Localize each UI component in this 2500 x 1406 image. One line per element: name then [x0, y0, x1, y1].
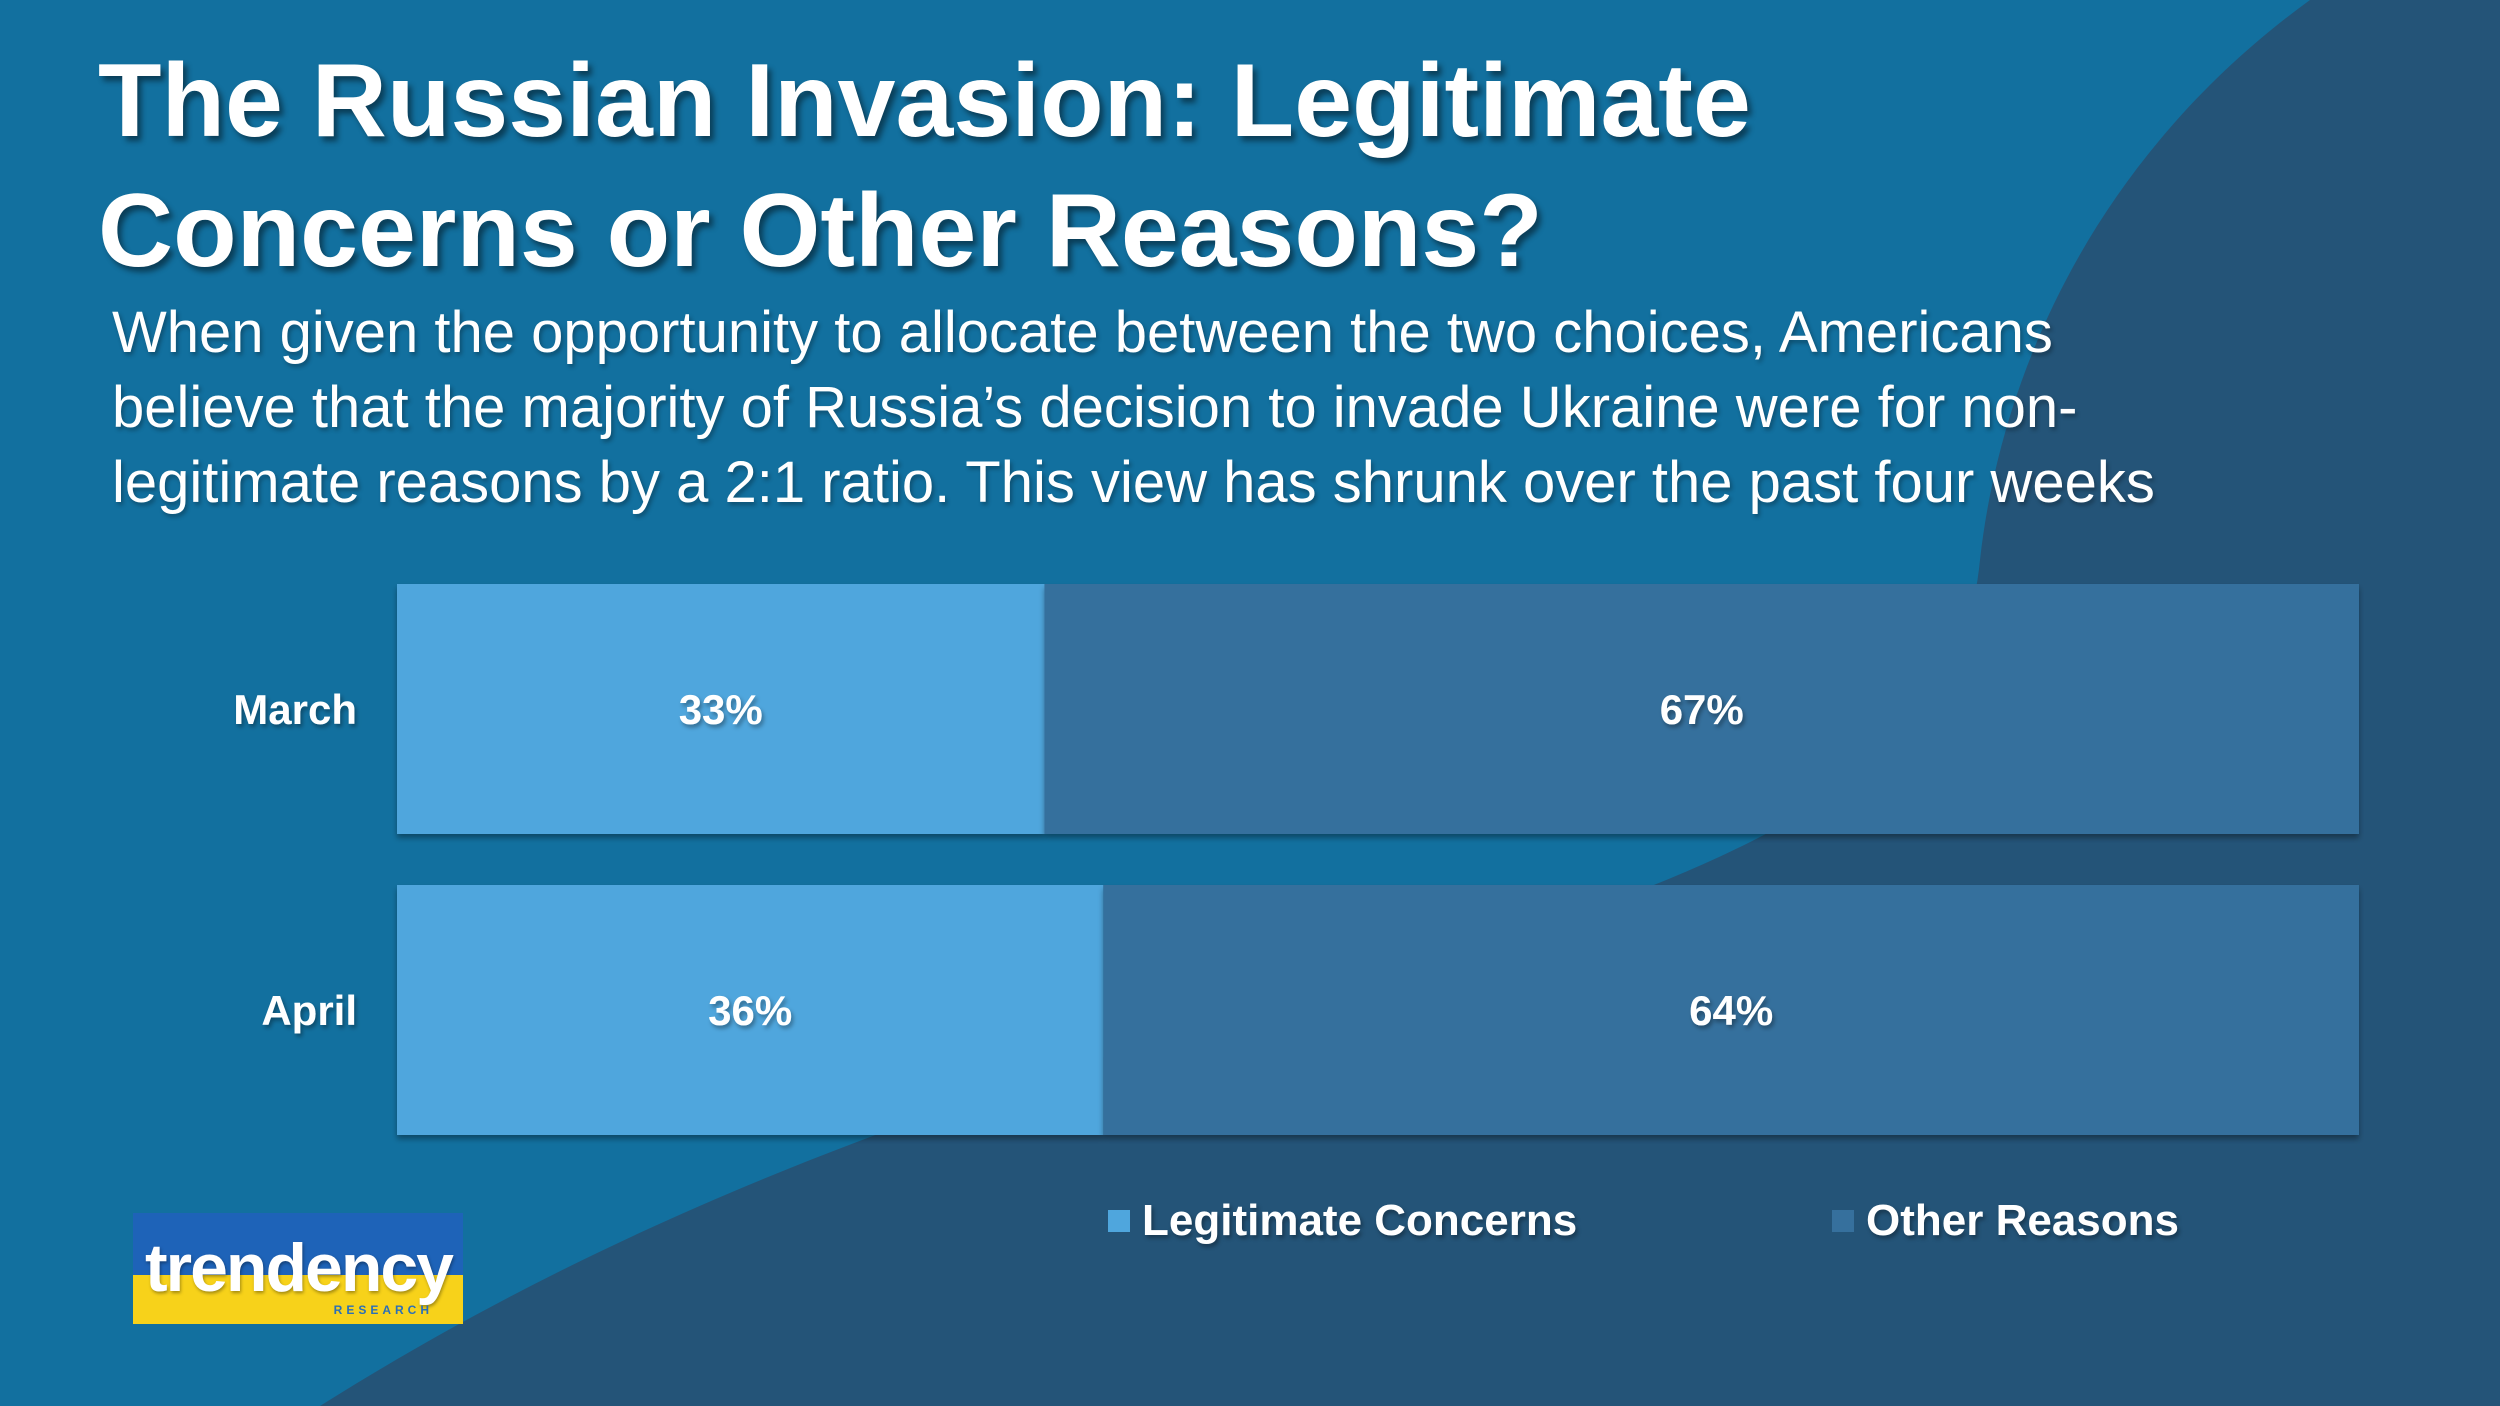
stacked-bar-chart: March 33% 67% April 36% 64%: [233, 584, 2359, 1135]
category-label-april: April: [261, 987, 357, 1034]
chart-subtitle: When given the opportunity to allocate b…: [112, 295, 2442, 520]
legend-swatch-other: [1832, 1210, 1854, 1232]
bars-group: March 33% 67% April 36% 64%: [233, 584, 2359, 1135]
legend-item-legitimate: Legitimate Concerns: [1108, 1196, 1577, 1246]
legend-swatch-legitimate: [1108, 1210, 1130, 1232]
chart-title-line-1: The Russian Invasion: Legitimate: [98, 43, 1751, 159]
data-label-april-legitimate: 36%: [708, 987, 792, 1034]
chart-title: The Russian Invasion: Legitimate Concern…: [98, 36, 1998, 296]
legend-item-other: Other Reasons: [1832, 1196, 2179, 1246]
legend-label-other: Other Reasons: [1866, 1196, 2179, 1245]
bar-march-legitimate: [397, 584, 1045, 834]
legend-label-legitimate: Legitimate Concerns: [1142, 1196, 1578, 1245]
bar-april-other: [1103, 885, 2359, 1135]
data-label-march-legitimate: 33%: [679, 686, 763, 733]
logo-blue-band: [133, 1213, 463, 1275]
chart-subtitle-line-2: believe that the majority of Russia’s de…: [112, 375, 2078, 440]
chart-subtitle-line-1: When given the opportunity to allocate b…: [112, 300, 2053, 365]
chart-subtitle-line-3: legitimate reasons by a 2:1 ratio. This …: [112, 450, 2155, 515]
logo-subtext: RESEARCH: [333, 1303, 433, 1317]
logo-wordmark: trendency: [145, 1230, 454, 1306]
bar-march-other: [1044, 584, 2359, 834]
chart-title-line-2: Concerns or Other Reasons?: [98, 173, 1543, 289]
data-label-april-other: 64%: [1689, 987, 1773, 1034]
trendency-logo: trendency RESEARCH: [133, 1213, 463, 1324]
logo-yellow-band: [133, 1275, 463, 1324]
category-label-march: March: [233, 686, 357, 733]
bar-april-legitimate: [397, 885, 1104, 1135]
data-label-march-other: 67%: [1660, 686, 1744, 733]
